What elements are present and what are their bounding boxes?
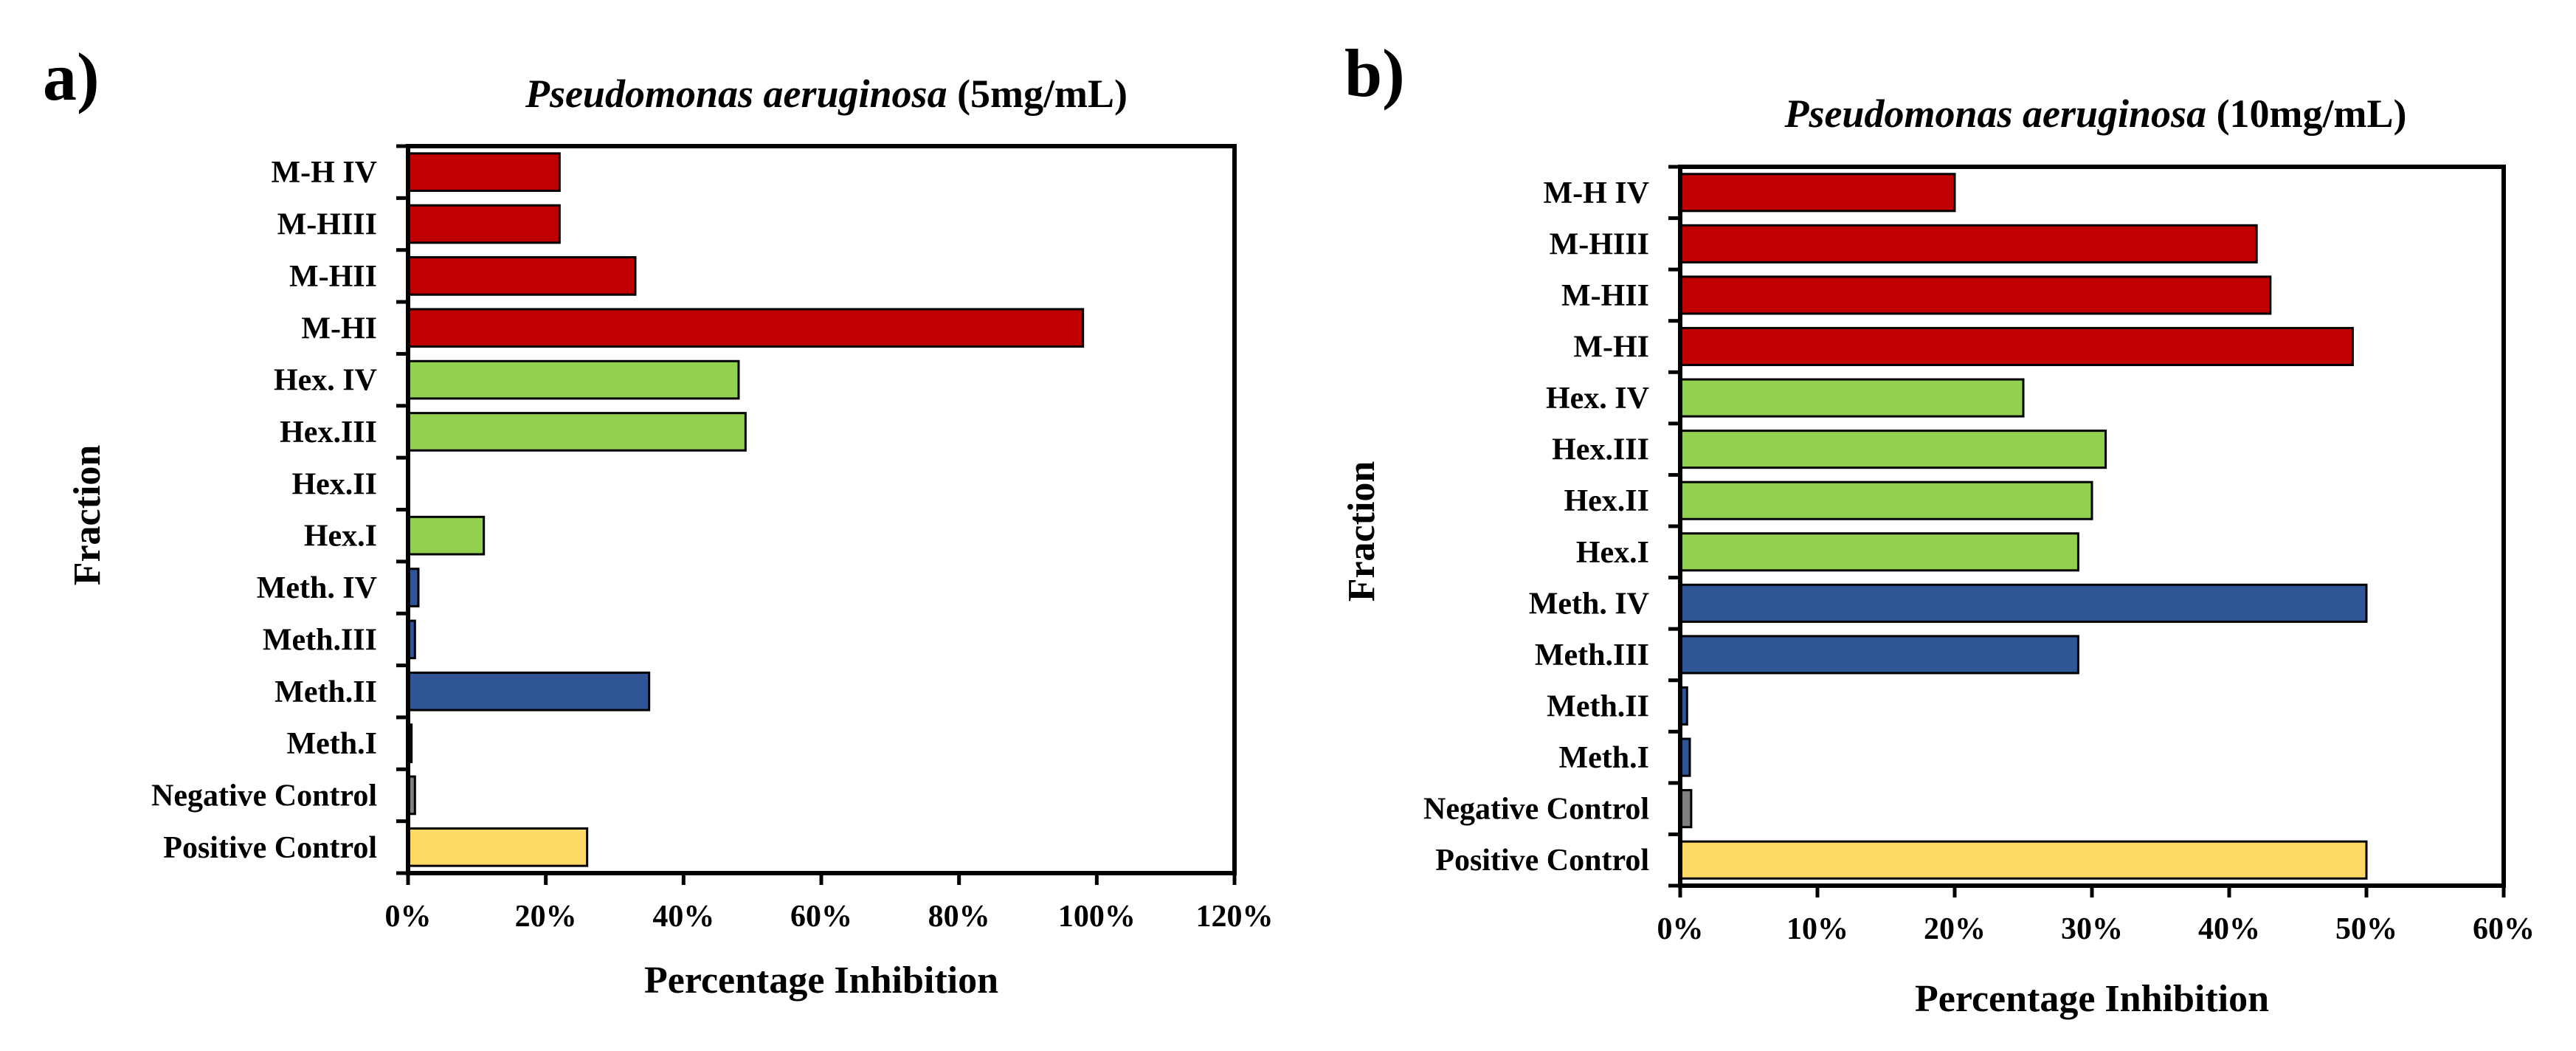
panel-a-title: Pseudomonas aeruginosa (5mg/mL) <box>525 72 1128 116</box>
panel-b-category-label: M-HII <box>1561 279 1649 313</box>
panel-a-xlabel: Percentage Inhibition <box>644 959 998 1002</box>
panel-a-bar-hex-i <box>407 515 486 556</box>
panel-a-bar-m-h-iv <box>407 152 561 193</box>
panel-b-title: Pseudomonas aeruginosa (10mg/mL) <box>1783 92 2406 136</box>
panel-b-x-tick-label: 0% <box>1657 912 1704 946</box>
panel-b-x-tick-label: 20% <box>1924 912 1986 946</box>
panel-a-plot-frame <box>406 144 1237 875</box>
panel-b-category-label: Negative Control <box>1423 793 1649 827</box>
panel-a-title-rest: (5mg/mL) <box>947 72 1128 116</box>
panel-b-category-label: M-H IV <box>1544 176 1649 210</box>
panel-b-category-label: Hex. IV <box>1546 382 1649 416</box>
panel-a-category-label: Hex.II <box>292 467 378 501</box>
panel-a-title-italic: Pseudomonas aeruginosa <box>525 72 947 116</box>
panel-a-bar-m-hi <box>407 308 1085 348</box>
panel-a-ylabel: Fraction <box>66 445 108 586</box>
panel-b-plot: M-H IV M-HIII M-HII M-HI Hex. IV Hex.III Hex.I… <box>1423 165 2535 946</box>
panel-b-bar-m-hiii <box>1679 224 2258 263</box>
panel-b: b) Pseudomonas aeruginosa (10mg/mL) M-H … <box>1341 35 2535 1020</box>
panel-a-x-tick-label: 60% <box>790 900 852 934</box>
panel-a-bar-positive-control <box>407 827 589 867</box>
panel-b-category-label: Hex.I <box>1576 536 1649 570</box>
panel-a-category-label: M-HIII <box>277 208 377 242</box>
panel-b-category-label: Meth.II <box>1547 690 1649 724</box>
panel-b-bar-hex-iv <box>1679 378 2025 418</box>
panel-b-bar-meth-iii <box>1679 635 2079 675</box>
panel-b-x-tick-label: 10% <box>1786 912 1848 946</box>
panel-b-category-label: M-HI <box>1573 331 1649 365</box>
panel-b-category-label: Hex.III <box>1552 433 1649 467</box>
panel-b-x-tick-label: 60% <box>2473 912 2535 946</box>
panel-b-category-label: Meth.I <box>1559 741 1649 775</box>
panel-a-category-label: Hex.III <box>280 416 377 449</box>
panel-a-bar-meth-ii <box>407 671 651 711</box>
panel-b-bar-hex-ii <box>1679 480 2093 520</box>
panel-b-category-label: Meth.III <box>1535 638 1649 672</box>
panel-b-category-label: Positive Control <box>1435 844 1649 878</box>
panel-b-xlabel: Percentage Inhibition <box>1915 978 2269 1020</box>
panel-a-category-label: M-HII <box>289 260 377 294</box>
panel-a-category-label: M-H IV <box>272 156 377 190</box>
panel-b-bar-m-hi <box>1679 326 2354 367</box>
panel-a-category-label: Hex. IV <box>274 364 377 398</box>
panel-a-category-label: Meth. IV <box>257 571 377 605</box>
panel-a-category-label: Positive Control <box>163 831 377 865</box>
panel-a-label: a) <box>43 39 100 114</box>
panel-b-title-rest: (10mg/mL) <box>2206 92 2406 136</box>
panel-a-x-tick-label: 80% <box>928 900 990 934</box>
panel-a-bar-m-hiii <box>407 204 561 244</box>
panel-b-category-label: Hex.II <box>1564 484 1650 518</box>
panel-a-x-tick-label: 0% <box>385 900 432 934</box>
panel-b-x-tick-label: 30% <box>2061 912 2123 946</box>
panel-b-category-label: M-HIII <box>1550 227 1649 261</box>
panel-b-label: b) <box>1344 35 1405 111</box>
panel-a-category-label: Meth.III <box>263 623 377 657</box>
panel-b-bar-hex-i <box>1679 532 2079 572</box>
panel-b-bar-m-h-iv <box>1679 173 1956 213</box>
panel-b-bar-m-hii <box>1679 275 2272 315</box>
panel-a-category-label: Negative Control <box>151 779 377 813</box>
panel-a-category-label: Meth.I <box>287 727 377 761</box>
panel-b-category-label: Meth. IV <box>1529 587 1649 621</box>
panel-b-bar-hex-iii <box>1679 430 2107 469</box>
panel-a-x-tick-label: 100% <box>1058 900 1136 934</box>
panel-a-plot: M-H IV M-HIII M-HII M-HI Hex. IV Hex.III Hex.I… <box>151 144 1274 934</box>
panel-a-x-tick-label: 120% <box>1196 900 1274 934</box>
panel-a-x-tick-label: 40% <box>652 900 714 934</box>
panel-b-x-tick-label: 40% <box>2198 912 2260 946</box>
panel-b-bar-positive-control <box>1679 840 2368 880</box>
panel-a-category-label: M-HI <box>301 311 377 345</box>
panel-a-category-label: Hex.I <box>304 520 377 554</box>
panel-a-category-label: Meth.II <box>274 675 377 709</box>
panel-a-bar-hex-iv <box>407 359 740 400</box>
panel-b-x-tick-label: 50% <box>2335 912 2397 946</box>
panel-a-bar-hex-iii <box>407 412 747 452</box>
panel-a-x-tick-label: 20% <box>515 900 577 934</box>
panel-a-bar-m-hii <box>407 256 637 296</box>
panel-a: a) Pseudomonas aeruginosa (5mg/mL) M-H I… <box>43 39 1274 1002</box>
panel-b-plot-frame <box>1678 165 2506 888</box>
panel-b-title-italic: Pseudomonas aeruginosa <box>1783 92 2206 136</box>
panel-b-bar-meth-iv <box>1679 583 2368 623</box>
panel-b-ylabel: Fraction <box>1341 461 1383 602</box>
